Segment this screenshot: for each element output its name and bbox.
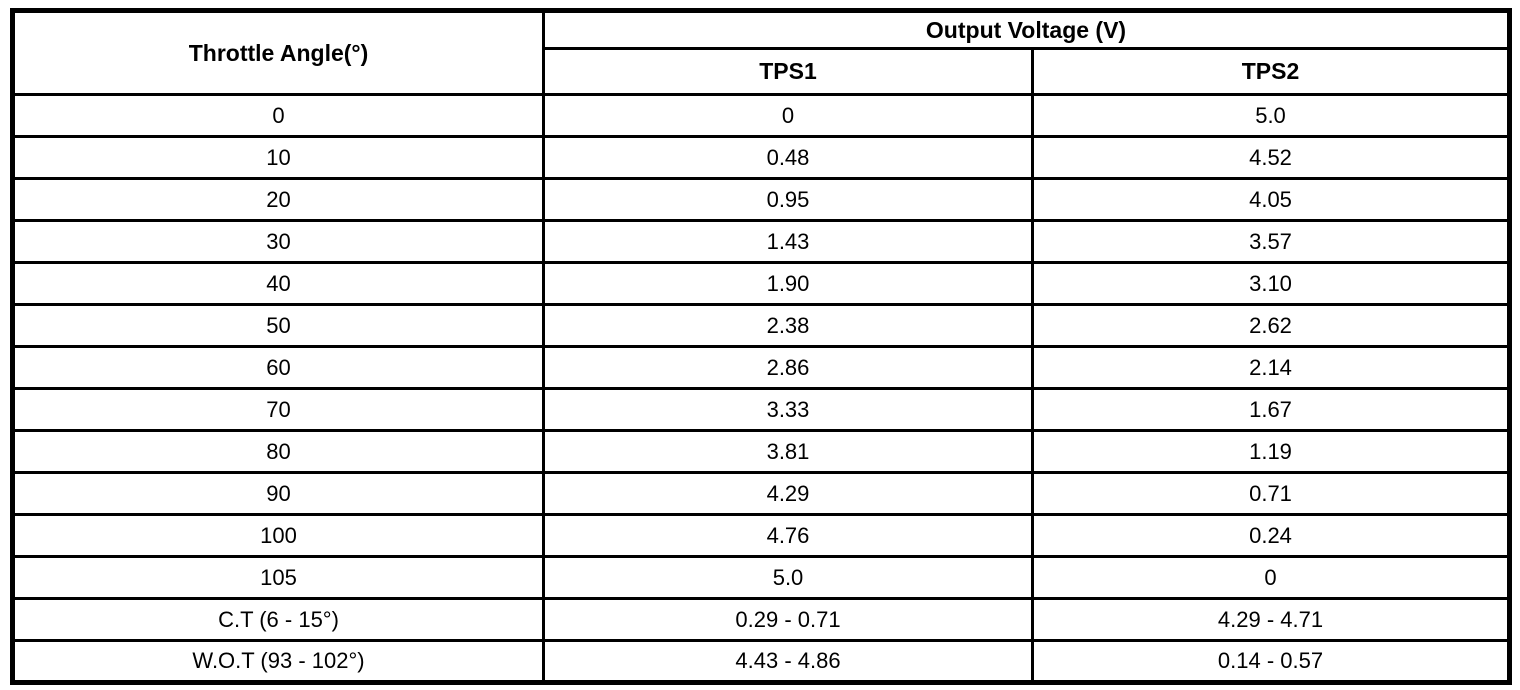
tps1-cell: 4.29 xyxy=(542,471,1034,516)
table-row: 80 3.81 1.19 xyxy=(11,429,1512,474)
tps2-cell: 3.57 xyxy=(1030,219,1512,264)
throttle-angle-cell: 60 xyxy=(11,345,545,390)
table-row: 10 0.48 4.52 xyxy=(11,135,1512,180)
tps2-cell: 2.62 xyxy=(1030,303,1512,348)
throttle-angle-cell: 20 xyxy=(11,177,545,222)
throttle-angle-cell: 10 xyxy=(11,135,545,180)
throttle-angle-cell: 100 xyxy=(11,513,545,558)
tps2-cell: 0.24 xyxy=(1030,513,1512,558)
tps1-cell: 5.0 xyxy=(542,555,1034,600)
tps1-cell: 0 xyxy=(542,93,1034,138)
table-row: 60 2.86 2.14 xyxy=(11,345,1512,390)
tps2-cell: 3.10 xyxy=(1030,261,1512,306)
table-row: 20 0.95 4.05 xyxy=(11,177,1512,222)
header-row-sub: TPS1 TPS2 xyxy=(13,47,1512,96)
table-row: 40 1.90 3.10 xyxy=(11,261,1512,306)
table-row: W.O.T (93 - 102°) 4.43 - 4.86 0.14 - 0.57 xyxy=(11,639,1512,684)
table-row: 105 5.0 0 xyxy=(11,555,1512,600)
throttle-angle-cell: 70 xyxy=(11,387,545,432)
throttle-angle-cell: 90 xyxy=(11,471,545,516)
tps1-cell: 2.38 xyxy=(542,303,1034,348)
table-row: 30 1.43 3.57 xyxy=(11,219,1512,264)
tps1-cell: 1.90 xyxy=(542,261,1034,306)
throttle-angle-cell: 105 xyxy=(11,555,545,600)
tps2-cell: 0.71 xyxy=(1030,471,1512,516)
throttle-angle-cell: 40 xyxy=(11,261,545,306)
tps2-cell: 4.52 xyxy=(1030,135,1512,180)
table-body: 0 0 5.0 10 0.48 4.52 20 0.95 4.05 30 1.43 3.57 40 1.9… xyxy=(11,93,1512,684)
tps1-cell: 0.29 - 0.71 xyxy=(542,597,1034,642)
throttle-angle-cell: 50 xyxy=(11,303,545,348)
tps2-cell: 0 xyxy=(1030,555,1512,600)
throttle-angle-cell: 80 xyxy=(11,429,545,474)
tps1-column-header: TPS1 xyxy=(542,47,1034,96)
tps1-cell: 3.81 xyxy=(542,429,1034,474)
table-row: C.T (6 - 15°) 0.29 - 0.71 4.29 - 4.71 xyxy=(11,597,1512,642)
tps2-cell: 1.67 xyxy=(1030,387,1512,432)
throttle-angle-cell: 0 xyxy=(11,93,545,138)
tps1-cell: 4.76 xyxy=(542,513,1034,558)
table-row: 70 3.33 1.67 xyxy=(11,387,1512,432)
tps2-cell: 4.05 xyxy=(1030,177,1512,222)
tps1-cell: 3.33 xyxy=(542,387,1034,432)
throttle-angle-column-header: Throttle Angle(°) xyxy=(11,9,545,96)
table-row: 50 2.38 2.62 xyxy=(11,303,1512,348)
table-header: Throttle Angle(°) Output Voltage (V) TPS… xyxy=(11,9,1512,96)
tps-output-voltage-table: Throttle Angle(°) Output Voltage (V) TPS… xyxy=(10,8,1513,685)
tps2-cell: 4.29 - 4.71 xyxy=(1030,597,1512,642)
header-row-group: Throttle Angle(°) Output Voltage (V) xyxy=(11,9,1512,96)
table-row: 90 4.29 0.71 xyxy=(11,471,1512,516)
table-row: 0 0 5.0 xyxy=(11,93,1512,138)
tps2-cell: 2.14 xyxy=(1030,345,1512,390)
tps1-cell: 1.43 xyxy=(542,219,1034,264)
output-voltage-group-header: Output Voltage (V) xyxy=(541,9,1512,50)
tps2-cell: 5.0 xyxy=(1030,93,1512,138)
tps2-cell: 0.14 - 0.57 xyxy=(1030,639,1512,684)
throttle-angle-cell: W.O.T (93 - 102°) xyxy=(11,639,545,684)
throttle-angle-cell: C.T (6 - 15°) xyxy=(11,597,545,642)
tps1-cell: 2.86 xyxy=(542,345,1034,390)
tps2-cell: 1.19 xyxy=(1030,429,1512,474)
tps1-cell: 0.48 xyxy=(542,135,1034,180)
tps2-column-header: TPS2 xyxy=(1030,47,1512,96)
tps1-cell: 4.43 - 4.86 xyxy=(542,639,1034,684)
throttle-angle-cell: 30 xyxy=(11,219,545,264)
tps1-cell: 0.95 xyxy=(542,177,1034,222)
table-row: 100 4.76 0.24 xyxy=(11,513,1512,558)
